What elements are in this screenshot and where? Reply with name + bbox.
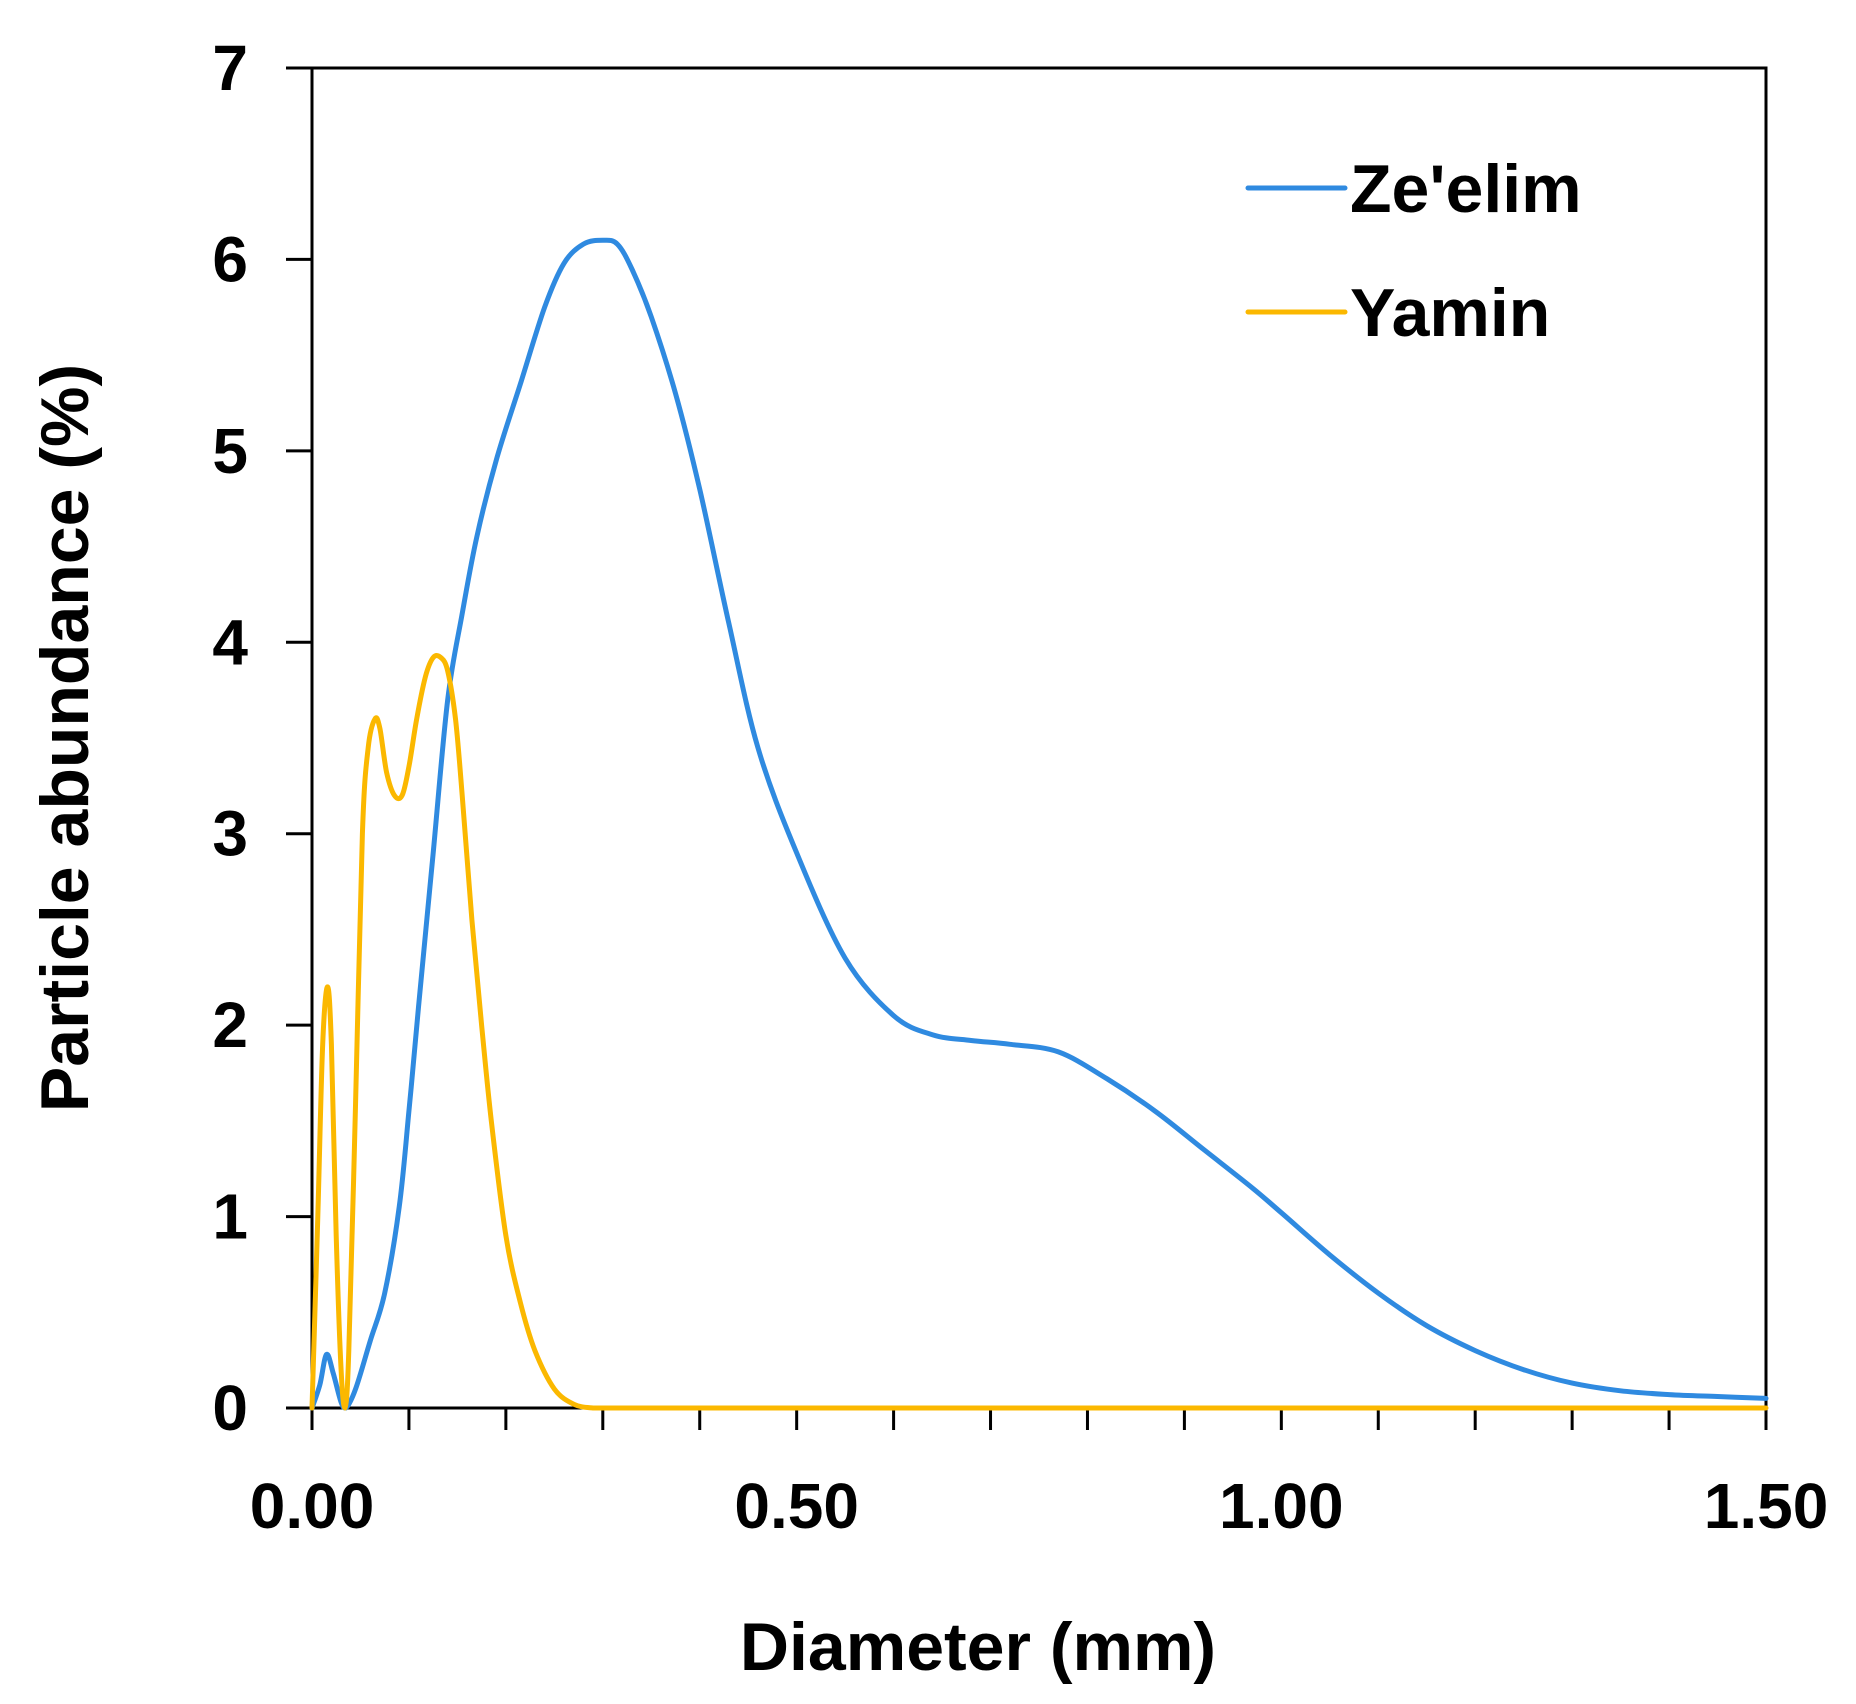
plot-area-frame (310, 66, 1768, 1410)
y-tick-label: 6 (212, 223, 248, 295)
x-axis-title: Diameter (mm) (740, 1609, 1216, 1685)
x-axis-tick-labels: 0.00 0.50 1.00 1.50 (250, 1470, 1829, 1542)
series-line-zeelim (309, 237, 1769, 1411)
x-tick-label: 1.50 (1704, 1470, 1829, 1542)
x-tick-label: 0.00 (250, 1470, 375, 1542)
y-tick-label: 5 (212, 415, 248, 487)
y-axis-ticks (286, 66, 312, 1410)
x-tick-label: 1.00 (1219, 1470, 1344, 1542)
series-line-yamin (309, 653, 1769, 1411)
y-axis-title: Particle abundance (%) (27, 364, 103, 1112)
legend-label-zeelim: Ze'elim (1350, 151, 1582, 227)
legend-label-yamin: Yamin (1350, 275, 1550, 351)
legend: Ze'elim Yamin (1245, 151, 1582, 351)
y-tick-label: 3 (212, 798, 248, 870)
y-tick-label: 1 (212, 1181, 248, 1253)
x-tick-label: 0.50 (734, 1470, 859, 1542)
y-tick-label: 2 (212, 989, 248, 1061)
y-tick-label: 4 (212, 606, 248, 678)
y-tick-label: 7 (212, 32, 248, 104)
series-lines (309, 237, 1769, 1411)
y-tick-label: 0 (212, 1372, 248, 1444)
y-axis-tick-labels: 0 1 2 3 4 5 6 7 (212, 32, 248, 1444)
x-axis-ticks (310, 1408, 1768, 1430)
